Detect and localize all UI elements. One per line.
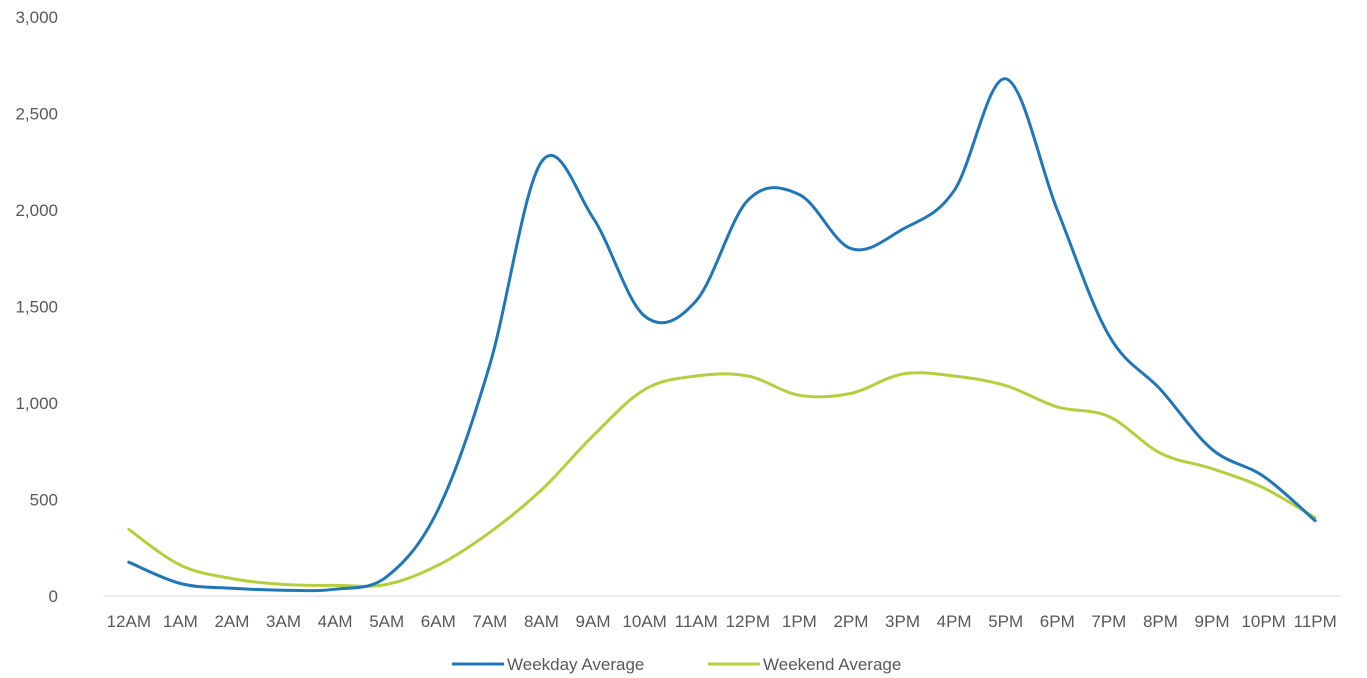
x-tick-label: 11AM [675, 612, 718, 631]
y-tick-label: 1,500 [15, 298, 58, 317]
x-tick-label: 4AM [318, 612, 353, 631]
x-tick-label: 2AM [214, 612, 249, 631]
x-tick-label: 5PM [988, 612, 1023, 631]
x-tick-label: 9PM [1195, 612, 1230, 631]
y-tick-label: 2,500 [15, 105, 58, 124]
x-axis-tick-labels: 12AM 1AM 2AM 3AM 4AM 5AM 6AM 7AM 8AM 9AM 10AM 11AM 1… [107, 612, 1337, 631]
x-tick-label: 10AM [622, 612, 666, 631]
x-tick-label: 7AM [472, 612, 507, 631]
x-tick-label: 6PM [1040, 612, 1075, 631]
x-tick-label: 12PM [726, 612, 770, 631]
x-tick-label: 3PM [885, 612, 920, 631]
x-tick-label: 1PM [782, 612, 817, 631]
x-tick-label: 8AM [524, 612, 559, 631]
x-tick-label: 11PM [1294, 612, 1337, 631]
x-tick-label: 10PM [1241, 612, 1285, 631]
series-line-weekend-average [127, 371, 1317, 588]
y-tick-label: 2,000 [15, 201, 58, 220]
y-axis-tick-labels: 0 500 1,000 1,500 2,000 2,500 3,000 [15, 8, 58, 606]
series-lines [127, 77, 1317, 593]
x-tick-label: 4PM [937, 612, 972, 631]
y-tick-label: 3,000 [15, 8, 58, 27]
series-line-weekday-average [127, 77, 1317, 593]
legend-label-weekday-average: Weekday Average [507, 655, 644, 674]
y-tick-label: 500 [30, 491, 58, 510]
x-tick-label: 5AM [369, 612, 404, 631]
x-tick-label: 12AM [107, 612, 151, 631]
x-tick-label: 3AM [266, 612, 301, 631]
y-tick-label: 0 [49, 587, 58, 606]
x-tick-label: 7PM [1091, 612, 1126, 631]
x-tick-label: 6AM [421, 612, 456, 631]
y-tick-label: 1,000 [15, 394, 58, 413]
legend: Weekday Average Weekend Average [452, 655, 901, 674]
x-tick-label: 2PM [833, 612, 868, 631]
legend-label-weekend-average: Weekend Average [763, 655, 901, 674]
x-tick-label: 8PM [1143, 612, 1178, 631]
x-tick-label: 1AM [163, 612, 198, 631]
x-tick-label: 9AM [576, 612, 611, 631]
